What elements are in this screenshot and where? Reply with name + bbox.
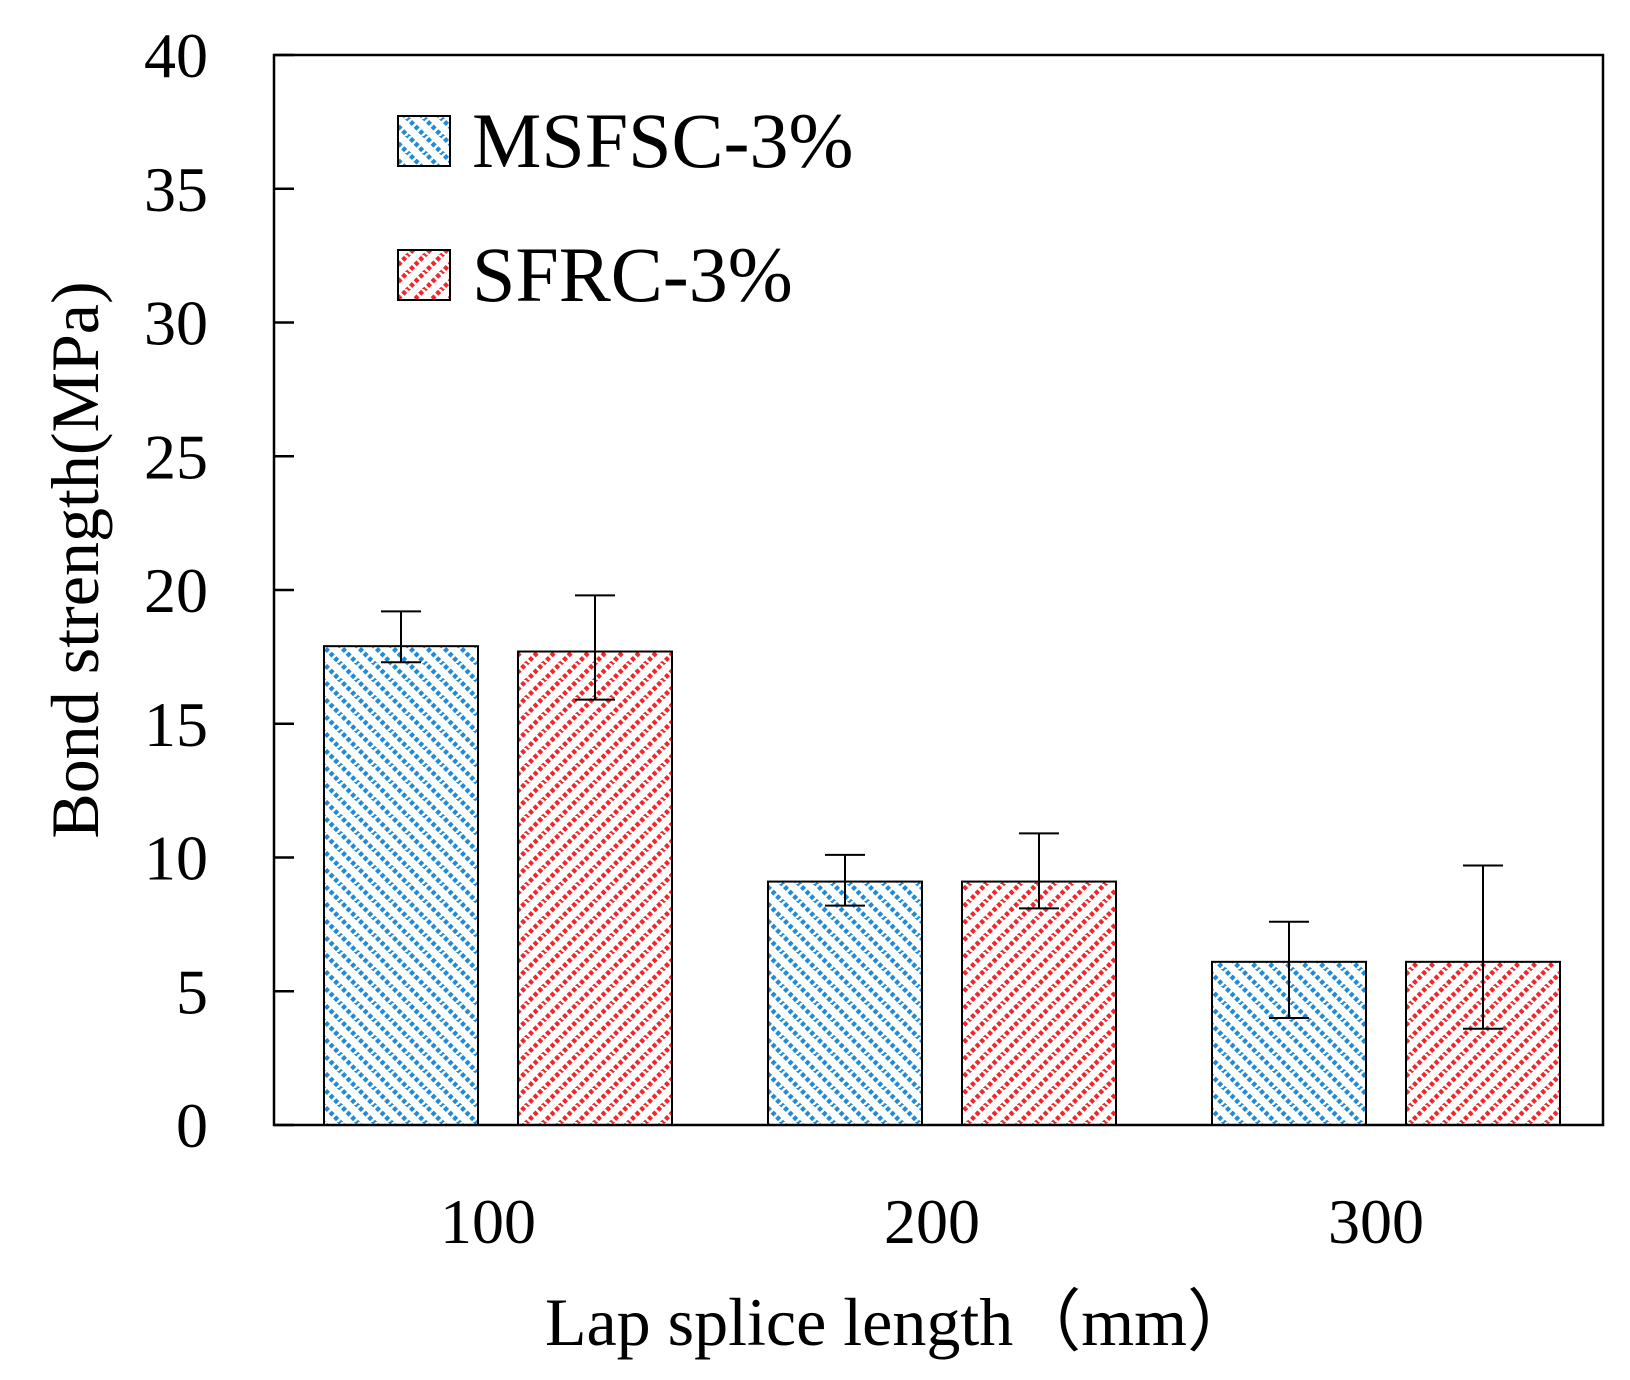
y-tick-label: 25 bbox=[144, 421, 208, 492]
error-bar-SFRC-3%-200 bbox=[1019, 832, 1059, 910]
legend-swatch bbox=[397, 249, 451, 301]
x-tick-label: 100 bbox=[440, 1186, 536, 1257]
legend-label: MSFSC-3% bbox=[472, 97, 853, 184]
y-tick-label: 15 bbox=[144, 689, 208, 760]
error-bar-MSFSC-3%-300 bbox=[1269, 920, 1309, 1019]
bar-MSFSC-3%-100 bbox=[323, 645, 479, 1126]
x-tick-label: 200 bbox=[884, 1186, 980, 1257]
y-tick-label: 10 bbox=[144, 823, 208, 894]
bar-SFRC-3%-100 bbox=[517, 650, 673, 1127]
legend-item-MSFSC-3%: MSFSC-3% bbox=[397, 97, 853, 184]
y-tick-label: 30 bbox=[144, 288, 208, 359]
axes-layer bbox=[272, 53, 1605, 1127]
legend-item-SFRC-3%: SFRC-3% bbox=[397, 231, 793, 318]
y-tick-label: 5 bbox=[176, 956, 208, 1027]
y-tick-label: 20 bbox=[144, 555, 208, 626]
x-axis-title: Lap splice length（mm） bbox=[545, 1284, 1255, 1360]
x-tick-label: 300 bbox=[1328, 1186, 1424, 1257]
error-bars-layer bbox=[381, 594, 1503, 1030]
bars-layer bbox=[323, 645, 1561, 1127]
legend-swatch bbox=[397, 115, 451, 167]
error-bar-MSFSC-3%-200 bbox=[825, 853, 865, 907]
error-bar-SFRC-3%-300 bbox=[1463, 864, 1503, 1030]
bar-SFRC-3%-200 bbox=[961, 880, 1117, 1127]
error-bar-SFRC-3%-100 bbox=[575, 594, 615, 701]
legend: MSFSC-3% SFRC-3% bbox=[397, 97, 853, 318]
legend-label: SFRC-3% bbox=[472, 231, 793, 318]
y-tick-label: 0 bbox=[176, 1090, 208, 1161]
tick-labels-layer: 0 5 10 15 20 25 30 35 40 100 200 300 bbox=[144, 20, 1424, 1257]
y-tick-label: 35 bbox=[144, 154, 208, 225]
error-bar-MSFSC-3%-100 bbox=[381, 610, 421, 664]
y-axis-title: Bond strength(MPa) bbox=[37, 281, 113, 838]
y-tick-label: 40 bbox=[144, 20, 208, 91]
bar-MSFSC-3%-200 bbox=[767, 880, 923, 1127]
